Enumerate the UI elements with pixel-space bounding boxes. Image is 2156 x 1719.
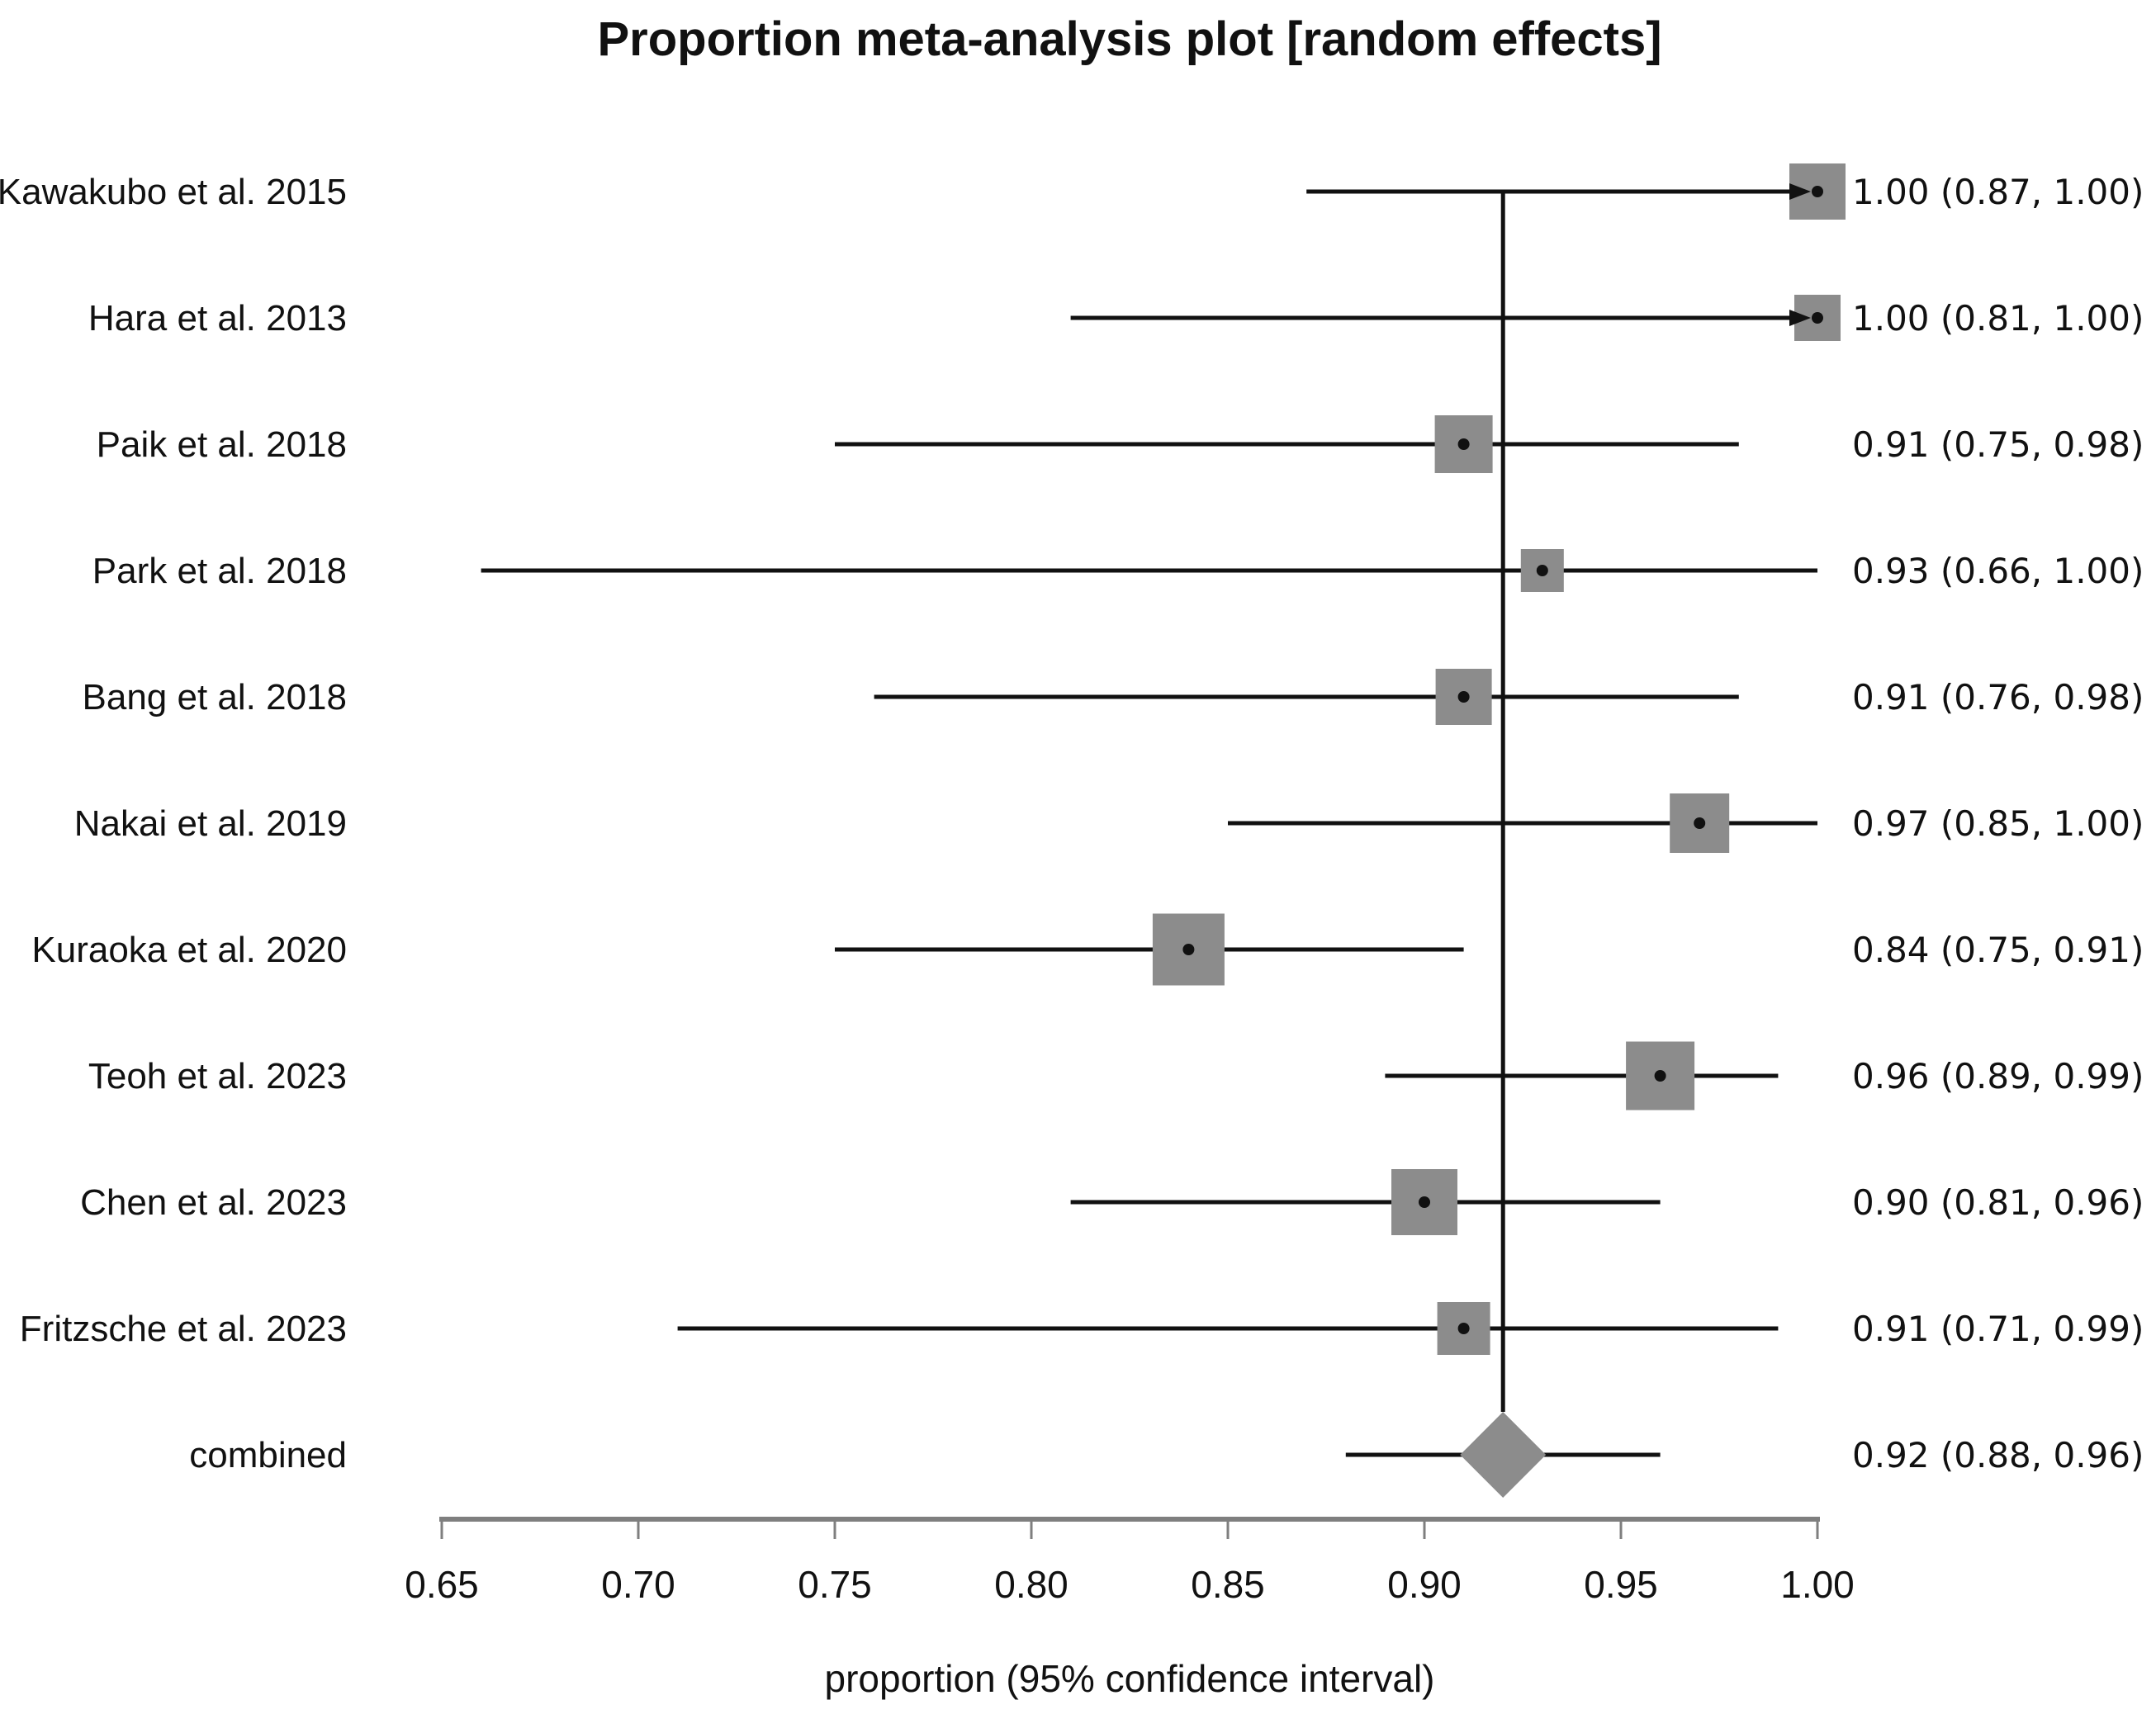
study-row [677, 1302, 1779, 1355]
x-axis-tick-label: 0.70 [601, 1563, 675, 1606]
point-estimate-dot [1812, 186, 1823, 197]
combined-row [1345, 1412, 1661, 1498]
estimate-value-label: 0.84 (0.75, 0.91) [1852, 930, 2144, 970]
study-row [1228, 793, 1817, 853]
x-axis-tick-label: 1.00 [1780, 1563, 1855, 1606]
x-axis-tick-label: 0.80 [994, 1563, 1069, 1606]
x-axis-tick-label: 0.75 [798, 1563, 872, 1606]
estimate-value-label: 1.00 (0.87, 1.00) [1852, 172, 2144, 212]
study-label: Nakai et al. 2019 [74, 803, 347, 844]
x-axis-tick-label: 0.65 [405, 1563, 479, 1606]
study-label: Fritzsche et al. 2023 [20, 1309, 347, 1349]
ci-truncation-arrow-icon [1789, 183, 1811, 200]
estimate-value-label: 0.96 (0.89, 0.99) [1852, 1056, 2144, 1096]
study-row [1385, 1041, 1779, 1110]
combined-diamond [1460, 1412, 1547, 1498]
estimate-value-label: 0.91 (0.71, 0.99) [1852, 1309, 2144, 1349]
study-label: Bang et al. 2018 [83, 677, 347, 717]
study-label: Hara et al. 2013 [88, 298, 347, 339]
point-estimate-dot [1457, 438, 1470, 450]
combined-value-label: 0.92 (0.88, 0.96) [1852, 1435, 2144, 1475]
study-label: Teoh et al. 2023 [88, 1056, 347, 1096]
point-estimate-dot [1654, 1070, 1666, 1082]
study-row [874, 669, 1739, 725]
study-label: Chen et al. 2023 [80, 1182, 347, 1223]
estimate-value-label: 1.00 (0.81, 1.00) [1852, 298, 2144, 339]
estimate-value-label: 0.91 (0.75, 0.98) [1852, 424, 2144, 465]
point-estimate-dot [1694, 817, 1706, 829]
point-estimate-dot [1457, 1323, 1470, 1334]
study-label: Kawakubo et al. 2015 [0, 172, 347, 212]
combined-label: combined [189, 1435, 347, 1475]
point-estimate-dot [1457, 691, 1470, 703]
estimate-value-label: 0.90 (0.81, 0.96) [1852, 1182, 2144, 1223]
study-row [835, 913, 1464, 986]
study-row [1306, 163, 1846, 220]
point-estimate-dot [1419, 1196, 1430, 1208]
x-axis-tick-label: 0.95 [1584, 1563, 1658, 1606]
estimate-value-label: 0.93 (0.66, 1.00) [1852, 551, 2144, 591]
point-estimate-dot [1182, 944, 1195, 955]
estimate-value-label: 0.97 (0.85, 1.00) [1852, 803, 2144, 844]
x-axis-title: proportion (95% confidence interval) [824, 1657, 1435, 1700]
study-label: Kuraoka et al. 2020 [31, 930, 347, 970]
point-estimate-dot [1812, 312, 1823, 324]
study-row [1070, 295, 1841, 341]
ci-truncation-arrow-icon [1789, 310, 1811, 326]
chart-title: Proportion meta-analysis plot [random ef… [597, 12, 1662, 66]
estimate-value-label: 0.91 (0.76, 0.98) [1852, 677, 2144, 717]
study-row [481, 549, 1817, 592]
x-axis-tick-label: 0.90 [1387, 1563, 1462, 1606]
x-axis-tick-label: 0.85 [1191, 1563, 1265, 1606]
study-row [835, 415, 1739, 473]
study-label: Paik et al. 2018 [97, 424, 347, 465]
point-estimate-dot [1536, 565, 1548, 576]
study-label: Park et al. 2018 [92, 551, 347, 591]
study-row [1070, 1169, 1661, 1235]
